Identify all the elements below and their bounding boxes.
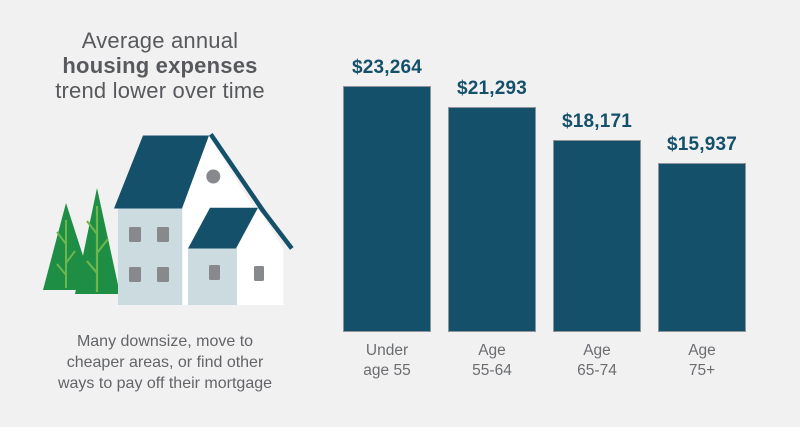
big-roof	[114, 135, 209, 209]
bar-column: $15,937	[658, 134, 746, 332]
bar-value-label: $18,171	[561, 111, 633, 132]
title-line-3: trend lower over time	[55, 78, 265, 103]
x-axis-label: Age 55-64	[472, 342, 512, 379]
small-house-icon	[188, 205, 294, 305]
pine-trees-icon	[43, 188, 120, 294]
bar-value-label: $21,293	[456, 78, 528, 99]
bar-chart: $23,264 $21,293 $18,171 $15,937	[343, 0, 746, 332]
title-line-1: Average annual	[81, 28, 239, 53]
caption-line-3: ways to pay off their mortgage	[57, 375, 273, 392]
big-house-front-wall	[118, 207, 183, 305]
title-line-2: housing expenses	[62, 53, 258, 78]
bar-value-label: $23,264	[351, 57, 423, 78]
x-axis-label: Under age 55	[363, 342, 411, 379]
bar	[343, 86, 431, 332]
bar-column: $21,293	[448, 78, 536, 332]
caption-line-1: Many downsize, move to	[76, 333, 254, 350]
bar-column: $18,171	[553, 111, 641, 332]
house-illustration	[43, 133, 294, 305]
bar-column: $23,264	[343, 57, 431, 332]
small-roof	[188, 207, 258, 249]
small-roof-edge	[258, 205, 294, 250]
caption: Many downsize, move to cheaper areas, or…	[10, 331, 320, 394]
small-gable-wall	[236, 207, 284, 305]
x-axis-label: Age 65-74	[577, 342, 617, 379]
gable-round-window	[206, 169, 221, 184]
x-axis-labels: Under age 55 Age 55-64 Age 65-74 Age 75+	[343, 341, 746, 381]
bar	[553, 140, 641, 332]
x-axis-label: Age 75+	[688, 342, 716, 379]
chart-title: Average annual housing expenses trend lo…	[15, 28, 305, 103]
bar	[658, 163, 746, 332]
caption-line-2: cheaper areas, or find other	[66, 354, 264, 371]
small-house-windows	[209, 265, 264, 281]
bar	[448, 107, 536, 332]
bar-value-label: $15,937	[666, 134, 738, 155]
big-house-windows	[129, 227, 169, 282]
big-roof-edge	[208, 133, 266, 214]
